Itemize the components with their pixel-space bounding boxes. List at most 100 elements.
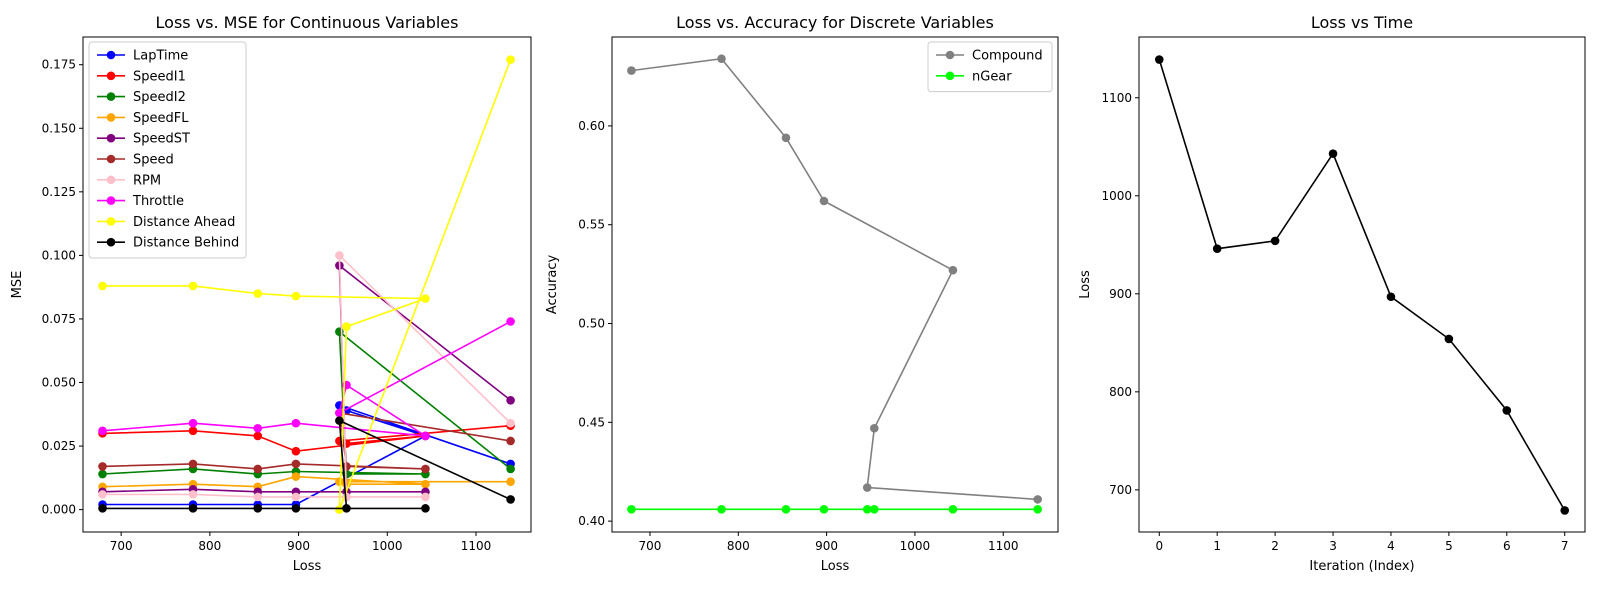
y-tick-label: 0.60	[578, 119, 605, 133]
plot-frame	[82, 36, 532, 533]
data-point	[342, 322, 351, 331]
legend-swatch-marker	[106, 71, 116, 81]
legend-label: nGear	[972, 69, 1012, 84]
y-tick-label: 0.000	[42, 503, 76, 517]
x-tick-label: 800	[198, 539, 221, 553]
data-point	[870, 423, 879, 433]
y-tick-label: 0.025	[42, 439, 76, 453]
legend-entry: SpeedFL	[97, 111, 189, 126]
data-point	[862, 483, 872, 492]
legend-label: Speed	[133, 153, 174, 168]
legend: Compound nGear	[927, 41, 1053, 93]
series-line	[102, 412, 511, 470]
x-tick-label: 700	[110, 539, 133, 553]
series-line	[102, 59, 512, 510]
data-point	[291, 291, 301, 301]
data-point	[506, 55, 515, 64]
data-point	[819, 504, 829, 514]
y-tick-label: 0.45	[578, 415, 605, 429]
data-point	[717, 504, 726, 514]
legend-entry: Speed	[97, 153, 174, 168]
chart-title: Loss vs Time	[1311, 13, 1413, 32]
data-point	[1444, 334, 1454, 344]
chart-panel-3: Loss vs Time 0 1 2 3 4 5 6 7 700 800 900 1000 1100 Ite…	[1078, 13, 1586, 574]
legend-entry: Compound	[936, 49, 1043, 64]
y-tick-label: 1100	[1101, 91, 1132, 105]
series-line	[102, 320, 511, 437]
legend-label: RPM	[133, 173, 161, 188]
data-point	[335, 416, 344, 425]
legend-swatch-marker	[106, 217, 116, 226]
series-speedi2	[98, 327, 515, 479]
data-point	[627, 66, 636, 75]
data-point	[98, 469, 107, 479]
data-point	[253, 504, 263, 513]
data-point	[188, 426, 198, 436]
data-point	[1154, 55, 1164, 64]
x-tick-label: 1000	[900, 539, 931, 553]
data-point	[421, 464, 430, 474]
series-line	[102, 263, 512, 493]
series-line	[102, 424, 511, 453]
legend-swatch-marker	[106, 113, 116, 122]
series-ngear	[627, 504, 1042, 514]
legend-entry: LapTime	[97, 49, 188, 64]
x-tick-label: 5	[1445, 539, 1453, 553]
data-point	[717, 54, 726, 64]
legend-box	[88, 41, 247, 259]
y-tick-label: 0.150	[42, 121, 76, 135]
x-tick-label: 1100	[988, 539, 1019, 553]
data-point	[506, 477, 515, 486]
data-point	[421, 294, 430, 303]
data-point	[421, 431, 430, 441]
legend-entry: SpeedST	[97, 132, 190, 147]
data-point	[98, 462, 107, 471]
x-tick-label: 6	[1503, 539, 1511, 553]
plot-frame	[1138, 36, 1586, 533]
legend: LapTime SpeedI1 SpeedI2 SpeedFL SpeedST Speed…	[88, 41, 247, 259]
x-axis-label: Iteration (Index)	[1309, 559, 1414, 574]
y-tick-label: 700	[1109, 483, 1132, 497]
data-point	[1033, 504, 1042, 514]
data-point	[1270, 236, 1280, 246]
y-tick-label: 0.55	[578, 218, 605, 232]
data-point	[188, 504, 198, 513]
chart-title: Loss vs. Accuracy for Discrete Variables	[676, 13, 994, 32]
chart-panel-1: Loss vs. MSE for Continuous Variables 700…	[10, 13, 532, 574]
legend-entry: SpeedI2	[97, 90, 186, 105]
legend-entry: nGear	[936, 69, 1012, 84]
series-distance-ahead	[98, 55, 515, 514]
y-tick-label: 800	[1109, 385, 1132, 399]
data-point	[253, 423, 263, 433]
series-distance-behind	[98, 416, 515, 513]
data-point	[1560, 506, 1570, 515]
data-point	[188, 281, 198, 291]
series-line	[102, 253, 512, 498]
data-point	[781, 133, 791, 143]
y-tick-label: 0.125	[42, 185, 76, 199]
x-axis-label: Loss	[821, 559, 850, 574]
data-point	[870, 504, 879, 514]
legend-label: Distance Ahead	[133, 215, 235, 230]
y-tick-label: 0.50	[578, 317, 605, 331]
legend-entry: SpeedI1	[97, 69, 186, 84]
legend-swatch-marker	[945, 71, 955, 81]
x-tick-label: 1100	[461, 539, 492, 553]
x-tick-label: 900	[815, 539, 838, 553]
y-tick-label: 0.100	[42, 248, 76, 262]
series-compound	[627, 54, 1042, 504]
y-tick-label: 0.075	[42, 312, 76, 326]
data-point	[1212, 244, 1222, 254]
data-point	[781, 504, 791, 514]
x-tick-label: 7	[1561, 539, 1569, 553]
legend-entry: Throttle	[97, 194, 184, 209]
series-laptime	[98, 401, 515, 509]
series-speedfl	[98, 472, 515, 492]
data-point	[98, 426, 107, 436]
data-point	[188, 459, 198, 469]
data-point	[506, 418, 515, 428]
data-point	[335, 251, 344, 260]
series-line	[1158, 59, 1566, 511]
data-point	[335, 477, 344, 486]
data-point	[253, 431, 263, 441]
